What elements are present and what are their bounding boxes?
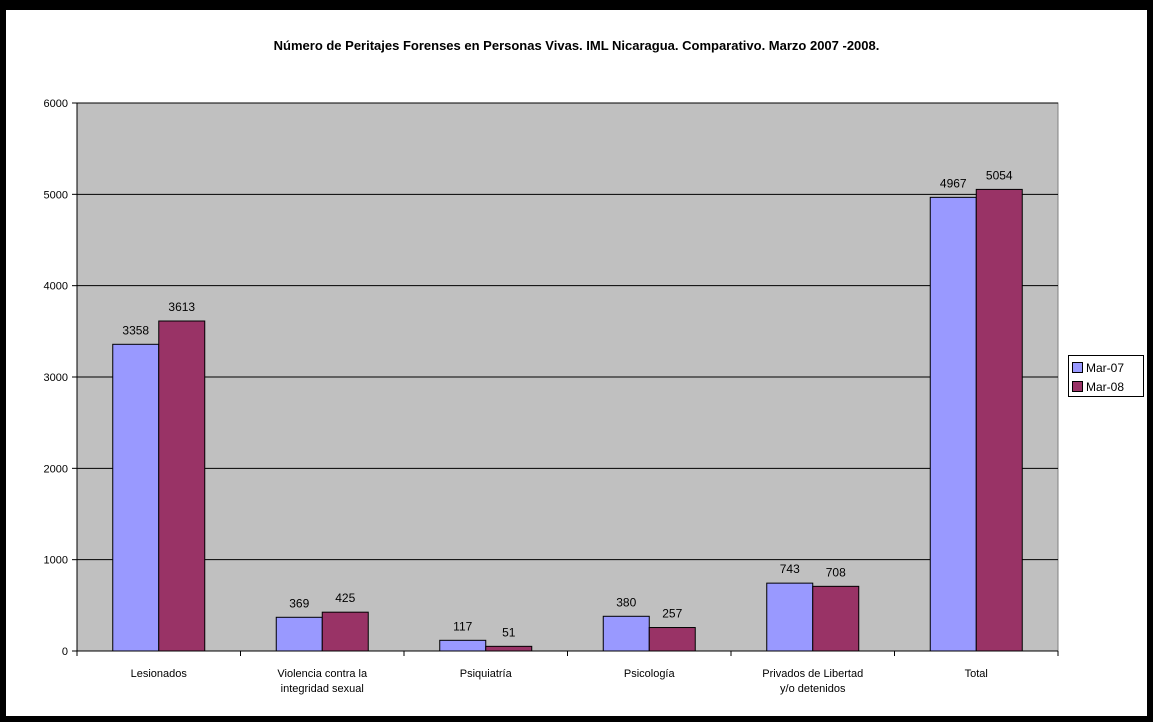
bar-mar-07 — [929, 196, 977, 652]
bar-mar-08 — [158, 320, 206, 652]
data-label: 369 — [289, 596, 309, 610]
data-label: 5054 — [986, 168, 1013, 182]
y-tick-label: 1000 — [44, 555, 68, 567]
data-label: 3358 — [122, 323, 149, 337]
x-category-label: Violencia contra la — [277, 668, 368, 680]
x-category-label: Lesionados — [131, 668, 188, 680]
bar-mar-07 — [275, 616, 323, 652]
bar-mar-08 — [485, 645, 533, 652]
legend-swatch-mar-07 — [1072, 362, 1083, 373]
legend-item-mar-07: Mar-07 — [1072, 358, 1143, 377]
y-tick-label: 5000 — [44, 189, 68, 201]
bar-mar-08 — [321, 611, 369, 652]
legend-item-mar-08: Mar-08 — [1072, 377, 1143, 396]
x-category-label: Total — [965, 668, 988, 680]
data-label: 380 — [616, 595, 636, 609]
chart-title: Número de Peritajes Forenses en Personas… — [273, 38, 880, 53]
legend-label-mar-07: Mar-07 — [1086, 360, 1125, 375]
data-label: 708 — [826, 565, 846, 579]
chart-legend: Mar-07 Mar-08 — [1068, 355, 1144, 397]
y-tick-label: 6000 — [44, 98, 68, 110]
bar-mar-08 — [648, 627, 696, 652]
bar-mar-07 — [602, 615, 650, 652]
bar-mar-08 — [975, 188, 1023, 652]
x-category-label: Psicología — [624, 668, 676, 680]
data-label: 117 — [453, 619, 472, 633]
data-label: 51 — [502, 625, 516, 639]
data-label: 3613 — [168, 300, 195, 314]
x-category-label: integridad sexual — [281, 683, 364, 695]
cut-off-heading-text: Gráfico No. — [430, 0, 720, 8]
data-label: 425 — [335, 591, 355, 605]
bar-mar-07 — [112, 343, 160, 652]
bar-mar-08 — [812, 585, 860, 652]
x-category-label: y/o detenidos — [780, 683, 846, 695]
x-category-label: Privados de Libertad — [762, 668, 863, 680]
x-category-label: Psiquiatría — [460, 668, 513, 680]
data-label: 257 — [662, 607, 682, 621]
legend-swatch-mar-08 — [1072, 381, 1083, 392]
bar-mar-07 — [766, 582, 814, 652]
data-label: 743 — [780, 562, 800, 576]
bar-mar-07 — [439, 639, 487, 652]
y-tick-label: 4000 — [44, 281, 68, 293]
y-tick-label: 2000 — [44, 463, 68, 475]
legend-label-mar-08: Mar-08 — [1086, 379, 1125, 394]
data-label: 4967 — [940, 176, 967, 190]
y-tick-label: 3000 — [44, 372, 68, 384]
y-tick-label: 0 — [62, 646, 68, 658]
cut-off-heading: Gráfico No. — [430, 0, 720, 10]
